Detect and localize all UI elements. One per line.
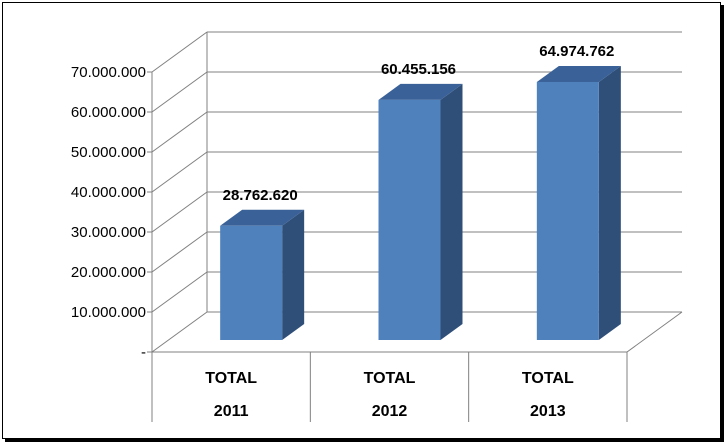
bar [536,81,599,341]
gridline-diagonal [151,311,208,353]
data-label: 60.455.156 [381,61,456,78]
category-label-line2: 2012 [372,403,408,420]
bar [220,225,283,340]
gridline-diagonal [151,151,208,193]
category-axis: TOTAL 2011 TOTAL 2012 TOTAL 2013 [151,352,628,422]
data-labels: 28.762.620 60.455.156 64.974.762 [223,43,615,204]
gridline-diagonal [151,191,208,233]
y-tick-label: 30.000.000 [71,224,146,241]
bars [220,65,621,341]
category-label-line1: TOTAL [364,370,416,387]
bar-top [378,83,463,100]
bar-top [536,65,621,82]
y-tick-label: 20.000.000 [71,264,146,281]
bar-side [282,209,305,340]
y-tick-label: 70.000.000 [71,64,146,81]
y-axis-ticks: - 10.000.000 20.000.000 30.000.000 40.000.00… [71,64,146,361]
bar-side [598,65,621,341]
bar-top [220,209,305,226]
category-label-line1: TOTAL [205,370,257,387]
category-label-line2: 2011 [214,403,249,420]
gridline-diagonal [151,111,208,153]
y-tick-label: 50.000.000 [71,144,146,161]
gridline-diagonal [151,231,208,273]
y-tick-label: 60.000.000 [71,104,146,121]
category-label-line1: TOTAL [522,370,574,387]
gridline-diagonal [151,271,208,313]
y-tick-label: - [141,344,146,361]
y-tick-label: 10.000.000 [71,304,146,321]
gridline-diagonal [151,31,208,73]
y-tick-label: 40.000.000 [71,184,146,201]
bar [378,99,441,340]
category-label-line2: 2013 [530,403,566,420]
data-label: 64.974.762 [539,43,614,60]
bar-side [440,83,463,340]
gridline-diagonal [151,71,208,113]
data-label: 28.762.620 [223,187,298,204]
